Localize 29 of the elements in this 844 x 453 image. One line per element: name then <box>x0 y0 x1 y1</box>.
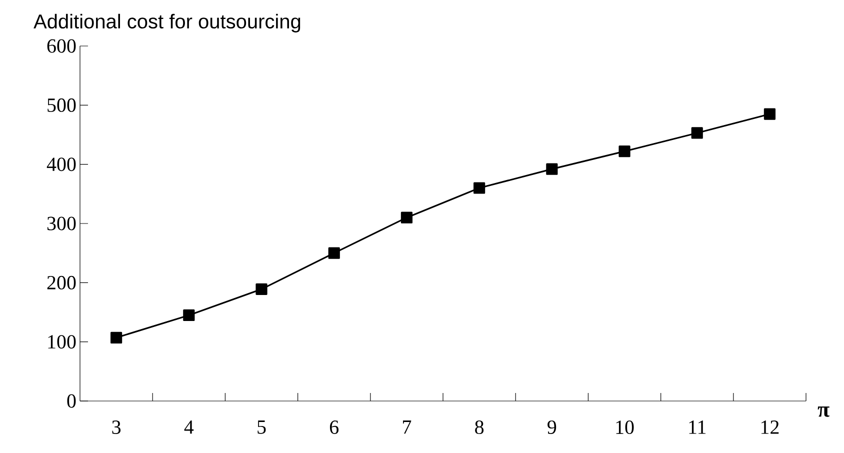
point <box>546 163 558 175</box>
point <box>764 108 776 120</box>
point <box>474 182 486 194</box>
x-tick-label: 5 <box>258 420 266 434</box>
point <box>256 283 268 295</box>
y-axis-title: Additional cost for outsourcing <box>34 14 300 32</box>
x-axis-title: π <box>818 406 830 417</box>
point <box>618 146 630 158</box>
y-tick-label: 600 <box>47 39 76 53</box>
x-tick-label: 7 <box>403 420 412 434</box>
x-tick-label: 11 <box>689 420 706 434</box>
point <box>691 127 703 139</box>
x-tick-label: 12 <box>761 420 779 434</box>
x-tick-label: 10 <box>616 420 634 434</box>
x-tick-label: 9 <box>548 420 556 434</box>
y-tick-label: 300 <box>47 216 76 230</box>
point <box>183 309 195 322</box>
x-tick-label: 3 <box>112 420 121 434</box>
y-tick-label: 500 <box>48 98 76 112</box>
point <box>110 332 122 344</box>
y-tick-label: 100 <box>48 335 76 349</box>
point <box>328 247 340 259</box>
y-tick-label: 200 <box>47 276 76 290</box>
point <box>400 212 413 224</box>
x-tick-label: 4 <box>184 420 194 434</box>
x-tick-label: 6 <box>330 420 339 434</box>
y-tick-label: 400 <box>46 158 76 172</box>
y-tick-label: 0 <box>67 394 76 408</box>
x-tick-label: 8 <box>475 420 484 434</box>
